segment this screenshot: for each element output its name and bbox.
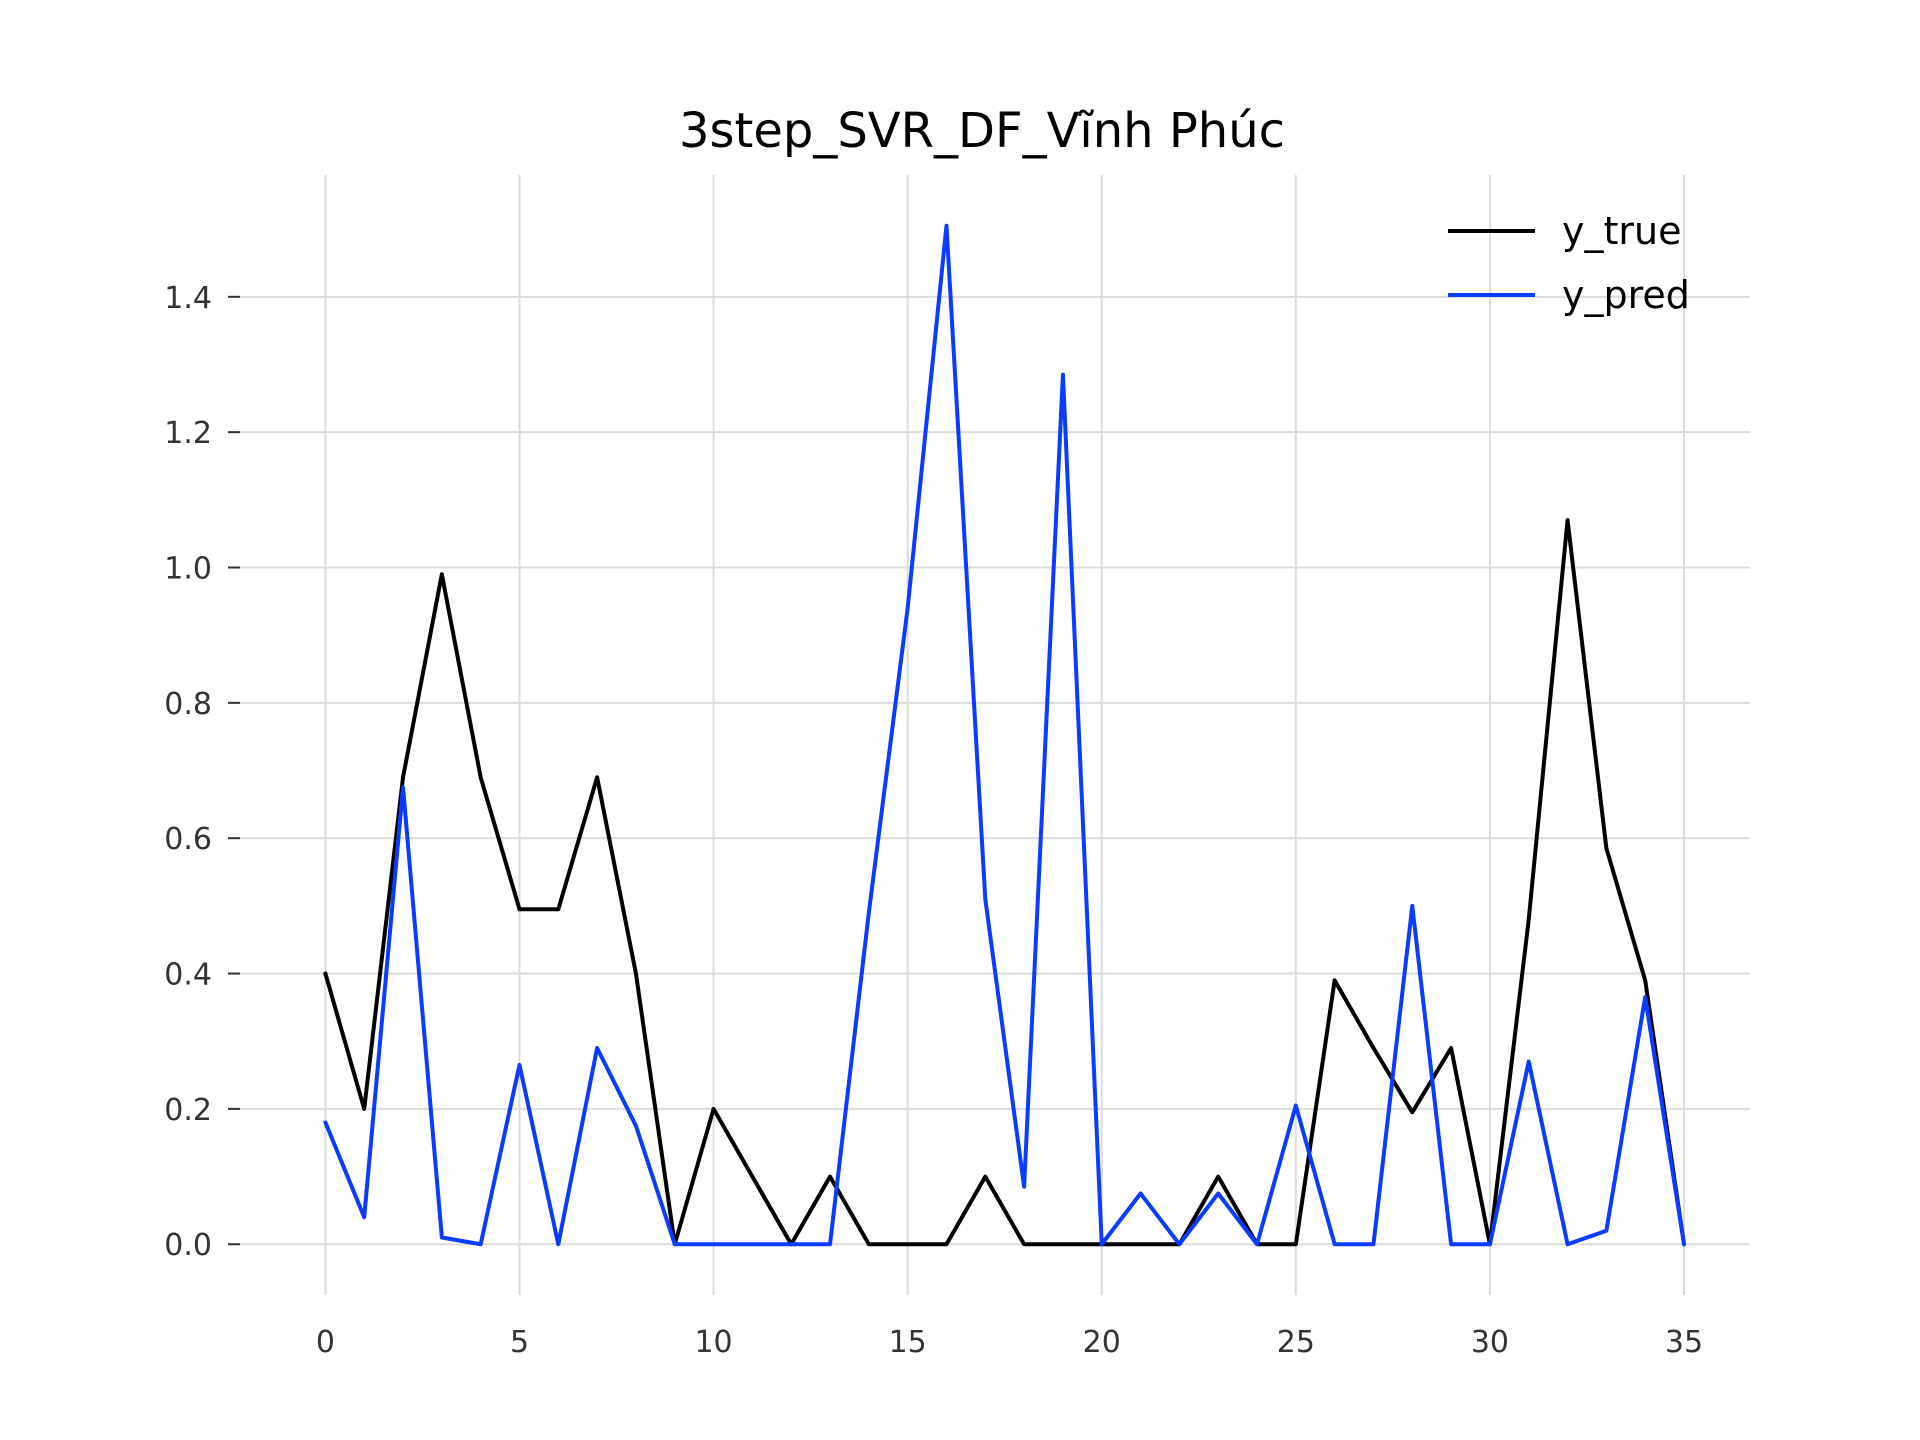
x-tick-label: 15 — [889, 1325, 927, 1360]
x-tick-label: 35 — [1665, 1325, 1703, 1360]
y-tick-label: 0.0 — [164, 1228, 212, 1263]
y-tick-label: 0.4 — [164, 958, 212, 993]
y-tick-label: 0.8 — [164, 687, 212, 722]
y-tick-label: 1.0 — [164, 552, 212, 587]
x-axis: 0 5 10 15 20 25 30 35 — [316, 1325, 1703, 1360]
y-tick-label: 1.2 — [164, 416, 212, 451]
legend-label-y-true: y_true — [1562, 209, 1681, 253]
x-tick-label: 30 — [1471, 1325, 1509, 1360]
x-tick-label: 10 — [694, 1325, 732, 1360]
y-tick-label: 0.2 — [164, 1093, 212, 1128]
series-line-y-pred — [323, 223, 1687, 1247]
legend-label-y-pred: y_pred — [1562, 273, 1690, 317]
x-tick-label: 0 — [316, 1325, 335, 1360]
series-line-y-true — [323, 518, 1687, 1247]
series-group — [323, 223, 1687, 1247]
x-tick-label: 25 — [1277, 1325, 1315, 1360]
y-tick-label: 1.4 — [164, 281, 212, 316]
chart-title: 3step_SVR_DF_Vĩnh Phúc — [679, 103, 1285, 159]
x-tick-label: 20 — [1083, 1325, 1121, 1360]
y-axis: 0.0 0.2 0.4 0.6 0.8 1.0 1.2 1.4 — [164, 281, 240, 1263]
legend: y_true y_pred — [1448, 209, 1690, 317]
y-tick-label: 0.6 — [164, 822, 212, 857]
x-tick-label: 5 — [510, 1325, 529, 1360]
